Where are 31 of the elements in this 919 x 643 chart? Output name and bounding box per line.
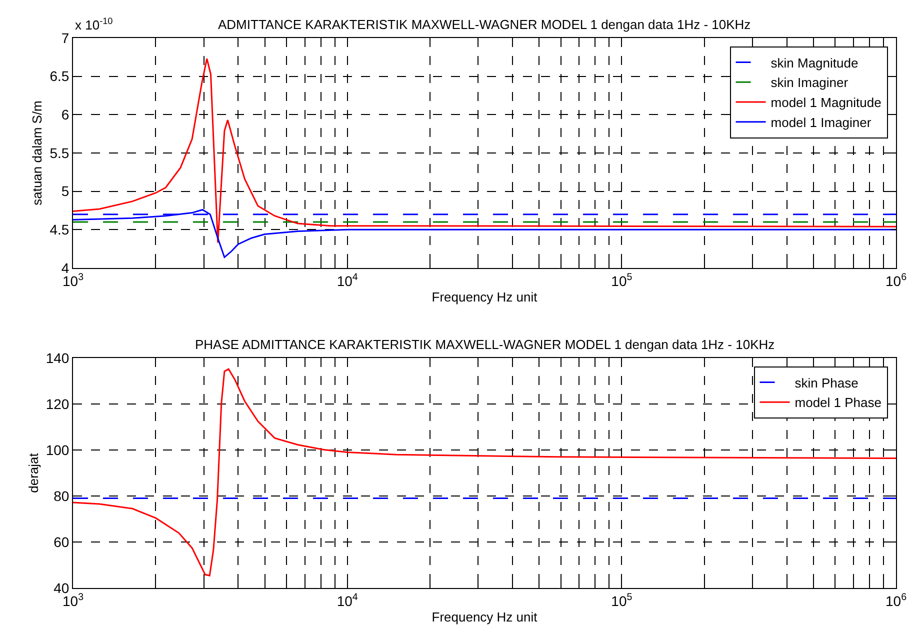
y-tick-label: 100 [46,442,70,458]
y-tick-label: 120 [46,396,70,412]
y-tick-label: 5 [61,183,70,200]
x-tick-label: 10$^{6}$ [885,592,908,609]
legend-label: skin Phase [794,375,858,390]
y-axis-title: satuan dalam S/m [30,100,45,206]
y-tick-label: 7 [61,30,70,46]
x-tick-label: 10$^{6}$ [885,272,908,289]
y-tick-label: 4.5 [50,222,70,238]
x-axis-title: Frequency Hz unit [432,289,538,304]
x-tick-label: 10$^{4}$ [336,272,358,289]
y-tick-label: 40 [54,580,70,596]
x-tick-label: 10$^{5}$ [611,592,633,609]
x-tick-label: 10$^{5}$ [611,272,633,289]
legend-label: model 1 Phase [794,395,882,410]
y-tick-label: 5.5 [50,144,70,161]
text: x 10$^{-10}$ [75,16,113,32]
x-tick-label: 10$^{4}$ [336,592,358,609]
y-tick-label: 140 [46,350,70,366]
legend-label: model 1 Magnitude [770,95,882,110]
y-axis-title: derajat [26,452,41,493]
chart-title: PHASE ADMITTANCE KARAKTERISTIK MAXWELL-WAGNER MODEL 1 dengan data 1Hz - 10KHz [195,337,775,352]
chart-title: ADMITTANCE KARAKTERISTIK MAXWELL-WAGNER MODEL 1 dengan data 1Hz - 10KHz [218,17,751,32]
y-tick-label: 80 [54,488,70,504]
y-tick-label: 6.5 [50,68,70,84]
legend-label: skin Magnitude [770,55,858,70]
x-axis-title: Frequency Hz unit [432,609,538,624]
y-tick-label: 60 [54,534,70,550]
legend-label: model 1 Imaginer [770,114,872,130]
y-tick-label: 6 [61,106,70,123]
legend-label: skin Imaginer [770,75,849,90]
